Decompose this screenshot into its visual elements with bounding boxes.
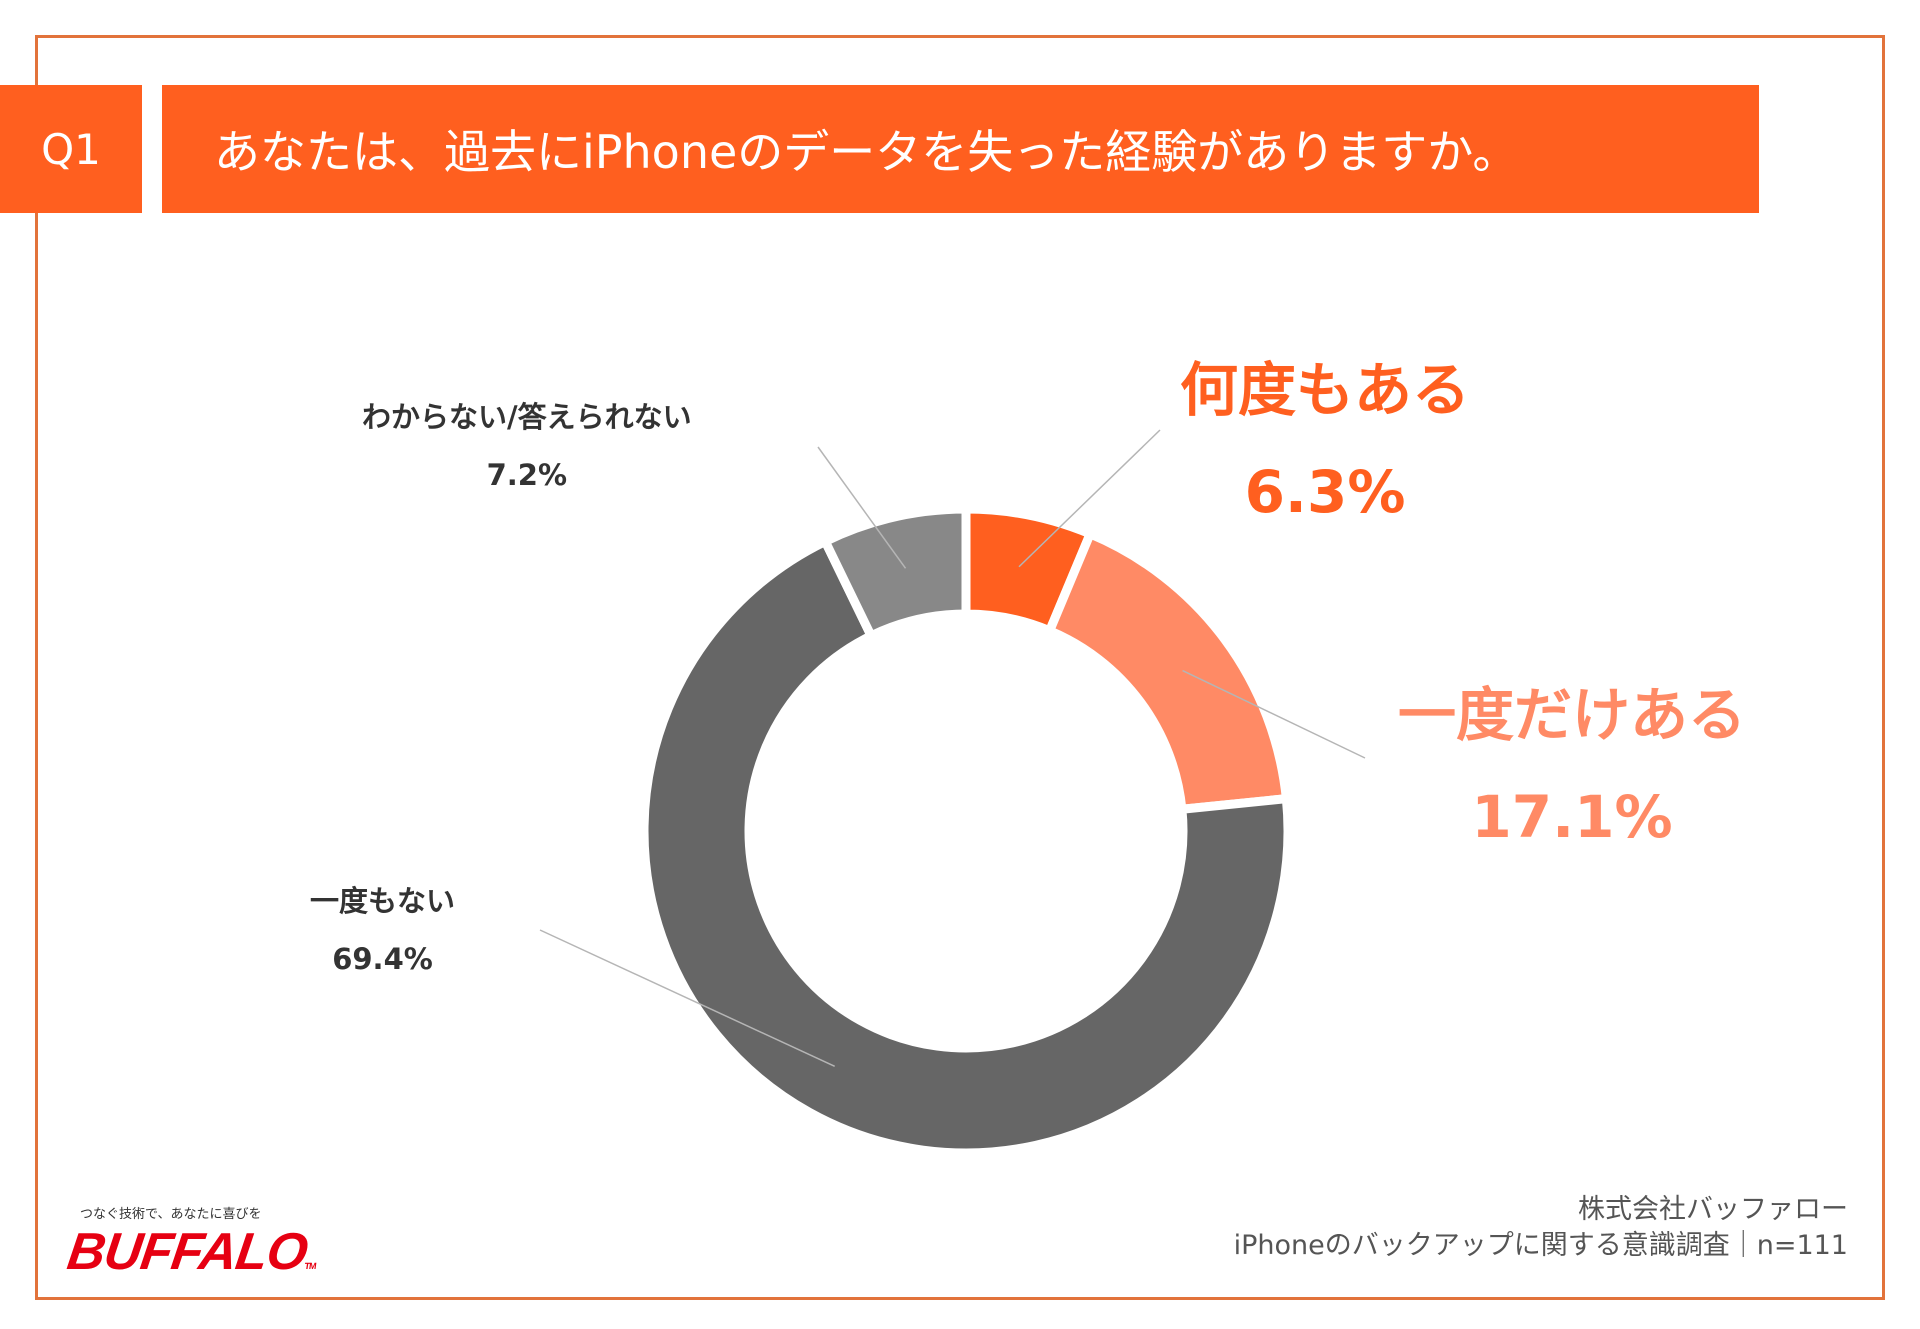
slide-frame (35, 35, 1885, 1300)
question-number-badge: Q1 (0, 85, 142, 213)
leader-dont-know (817, 446, 907, 569)
label-dont-know: わからない/答えられない 7.2% (362, 388, 692, 504)
label-once: 一度だけある 17.1% (1398, 665, 1746, 868)
label-once-name: 一度だけある (1398, 681, 1747, 749)
label-many-times: 何度もある 6.3% (1180, 340, 1470, 543)
logo-text: BUFFALO (63, 1223, 311, 1281)
leader-once (1182, 669, 1366, 759)
slice-dont-know (819, 504, 971, 642)
slice-never (639, 535, 1293, 1158)
survey-info: iPhoneのバックアップに関する意識調査｜n=111 (1233, 1230, 1848, 1262)
label-dont-know-value: 7.2% (486, 458, 568, 492)
label-never-value: 69.4% (332, 942, 433, 976)
label-many-times-name: 何度もある (1180, 356, 1471, 424)
question-title-bar: あなたは、過去にiPhoneのデータを失った経験がありますか。 (162, 85, 1759, 213)
label-many-times-value: 6.3% (1244, 457, 1406, 526)
logo-tm: TM (303, 1261, 317, 1271)
label-once-value: 17.1% (1471, 782, 1673, 851)
survey-footer: 株式会社バッファロー iPhoneのバックアップに関する意識調査｜n=111 (1234, 1192, 1848, 1265)
question-number: Q1 (41, 124, 101, 174)
logo-tagline: つなぐ技術で、あなたに喜びを (80, 1207, 262, 1222)
label-never-name: 一度もない (310, 884, 456, 918)
leader-never (539, 929, 836, 1068)
buffalo-logo: BUFFALOTM (64, 1222, 322, 1282)
leader-many-times (1018, 429, 1161, 568)
slice-once (1043, 528, 1292, 815)
label-never: 一度もない 69.4% (310, 872, 455, 988)
question-title: あなたは、過去にiPhoneのデータを失った経験がありますか。 (214, 125, 1519, 179)
company-name: 株式会社バッファロー (1578, 1194, 1848, 1225)
label-dont-know-name: わからない/答えられない (362, 400, 692, 434)
